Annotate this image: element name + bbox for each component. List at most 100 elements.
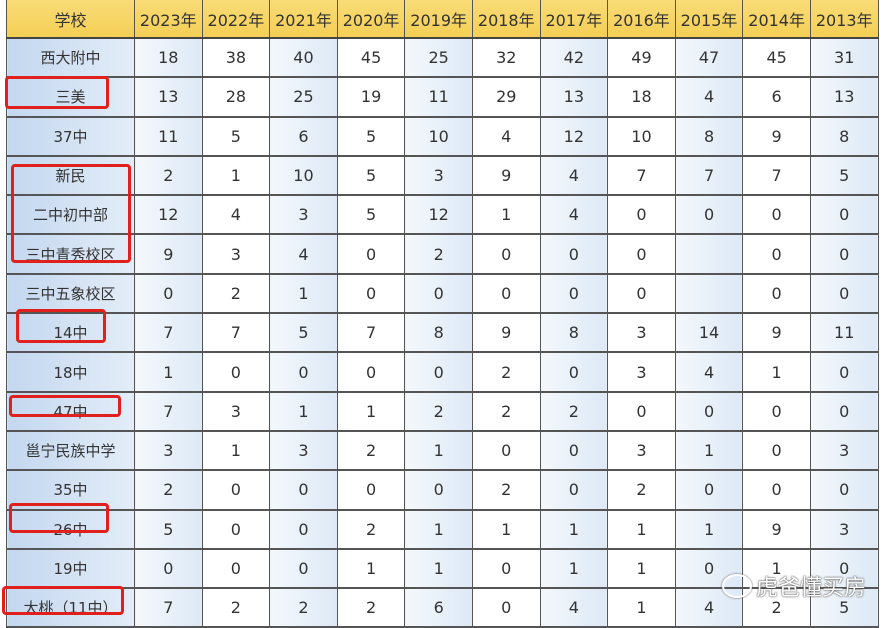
- value-cell: 3: [201, 391, 271, 432]
- value-cell: 11: [404, 77, 473, 118]
- value-cell: 25: [404, 38, 473, 79]
- value-cell: 3: [809, 430, 879, 472]
- school-name: 19中: [6, 548, 135, 590]
- school-name: 37中: [6, 116, 135, 157]
- value-cell: 4: [539, 588, 609, 628]
- header-school: 学校: [6, 0, 135, 39]
- table-row: 47中 7 3 1 1 2 2 2 0 0 0 0: [6, 391, 879, 432]
- value-cell: 0: [607, 391, 676, 432]
- value-cell: 6: [404, 588, 473, 628]
- value-cell: 12: [539, 116, 609, 157]
- value-cell: 0: [269, 548, 338, 590]
- value-cell: 1: [269, 273, 338, 315]
- school-name: 三中青秀校区: [6, 234, 135, 275]
- value-cell: 4: [471, 116, 541, 157]
- value-cell: 1: [404, 548, 473, 590]
- school-name: 大桃（11中）: [6, 588, 135, 628]
- value-cell: 0: [269, 509, 338, 550]
- value-cell: 3: [201, 234, 271, 275]
- value-cell: 0: [134, 548, 203, 590]
- value-cell: 2: [336, 430, 406, 472]
- value-cell: 10: [269, 155, 338, 197]
- value-cell: 11: [134, 116, 203, 157]
- value-cell: 0: [674, 195, 744, 236]
- value-cell: 2: [201, 588, 271, 628]
- value-cell: 0: [404, 273, 473, 315]
- header-year: 2014年: [742, 0, 811, 39]
- value-cell: 1: [471, 509, 541, 550]
- value-cell: 5: [134, 509, 203, 550]
- table-row: 35中 2 0 0 0 0 2 0 2 0 0 0: [6, 470, 879, 511]
- table-row: 邕宁民族中学 3 1 3 2 1 0 0 3 1 0 3: [6, 430, 879, 472]
- value-cell: 2: [539, 391, 609, 432]
- school-name: 三美: [6, 77, 135, 118]
- value-cell: 10: [404, 116, 473, 157]
- watermark-text: 虎爸懂买房: [756, 576, 867, 601]
- header-year: 2015年: [674, 0, 744, 39]
- school-name: 14中: [6, 313, 135, 354]
- value-cell: 1: [201, 155, 271, 197]
- value-cell: 47: [674, 38, 744, 79]
- value-cell: 10: [607, 116, 676, 157]
- value-cell: 7: [742, 155, 811, 197]
- value-cell: 2: [134, 155, 203, 197]
- value-cell: 45: [742, 38, 811, 79]
- value-cell: 2: [404, 234, 473, 275]
- value-cell: 0: [742, 430, 811, 472]
- value-cell: 1: [607, 548, 676, 590]
- header-year: 2018年: [471, 0, 541, 39]
- value-cell: 4: [201, 195, 271, 236]
- value-cell: [674, 234, 744, 275]
- watermark: 虎爸懂买房: [722, 570, 866, 602]
- school-name: 26中: [6, 509, 135, 550]
- value-cell: 0: [201, 352, 271, 393]
- value-cell: 2: [471, 391, 541, 432]
- value-cell: 18: [607, 77, 676, 118]
- value-cell: 0: [336, 352, 406, 393]
- value-cell: 4: [674, 352, 744, 393]
- value-cell: 0: [809, 273, 879, 315]
- value-cell: 1: [539, 509, 609, 550]
- value-cell: 3: [269, 195, 338, 236]
- value-cell: 13: [809, 77, 879, 118]
- value-cell: 28: [201, 77, 271, 118]
- value-cell: 0: [336, 273, 406, 315]
- value-cell: 9: [134, 234, 203, 275]
- header-year: 2016年: [607, 0, 676, 39]
- school-name: 47中: [6, 391, 135, 432]
- header-row: 学校 2023年 2022年 2021年 2020年 2019年 2018年 2017年 201…: [6, 0, 879, 39]
- value-cell: 11: [809, 313, 879, 354]
- value-cell: 5: [201, 116, 271, 157]
- value-cell: 42: [539, 38, 609, 79]
- value-cell: 31: [809, 38, 879, 79]
- value-cell: 0: [674, 470, 744, 511]
- value-cell: 0: [471, 430, 541, 472]
- table-row: 19中 0 0 0 1 1 0 1 1 0 1 0: [6, 548, 879, 590]
- header-year: 2017年: [539, 0, 609, 39]
- table-row: 26中 5 0 0 2 1 1 1 1 1 9 3: [6, 509, 879, 550]
- value-cell: 0: [809, 195, 879, 236]
- value-cell: 0: [539, 352, 609, 393]
- school-name: 18中: [6, 352, 135, 393]
- value-cell: 0: [404, 352, 473, 393]
- value-cell: 13: [539, 77, 609, 118]
- value-cell: 14: [674, 313, 744, 354]
- value-cell: 0: [539, 273, 609, 315]
- value-cell: 1: [336, 548, 406, 590]
- table-row: 37中 11 5 6 5 10 4 12 10 8 9 8: [6, 116, 879, 157]
- value-cell: 0: [607, 234, 676, 275]
- header-year: 2023年: [134, 0, 203, 39]
- value-cell: 3: [809, 509, 879, 550]
- value-cell: 8: [404, 313, 473, 354]
- value-cell: 25: [269, 77, 338, 118]
- value-cell: 1: [742, 548, 811, 590]
- value-cell: 0: [742, 391, 811, 432]
- value-cell: 7: [134, 588, 203, 628]
- table-row: 14中 7 7 5 7 8 9 8 3 14 9 11: [6, 313, 879, 354]
- value-cell: 1: [134, 352, 203, 393]
- value-cell: 0: [809, 391, 879, 432]
- table-row: 新民 2 1 10 5 3 9 4 7 7 7 5: [6, 155, 879, 197]
- school-name: 新民: [6, 155, 135, 197]
- value-cell: 38: [201, 38, 271, 79]
- value-cell: 2: [471, 470, 541, 511]
